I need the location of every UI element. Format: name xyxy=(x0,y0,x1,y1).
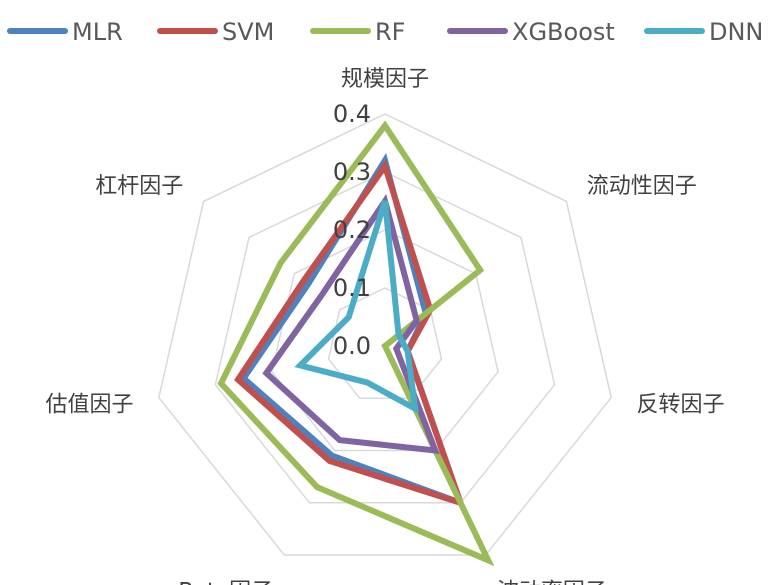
category-label: 反转因子 xyxy=(637,392,725,417)
series-line-xgboost xyxy=(262,193,440,455)
legend-item: DNN xyxy=(644,18,763,46)
grid-ring xyxy=(271,229,499,452)
category-label: 流动性因子 xyxy=(587,174,697,199)
series-line-rf xyxy=(217,120,495,567)
legend: MLR SVM RF XGBoost DNN xyxy=(7,18,763,46)
category-label: 波动率因子 xyxy=(497,579,607,585)
legend-label: DNN xyxy=(709,18,763,46)
series-line-dnn xyxy=(294,200,419,415)
grid-ring xyxy=(327,287,443,400)
grid-ring xyxy=(157,113,613,556)
category-label: 杠杆因子 xyxy=(95,174,183,199)
tick-label: 0.0 xyxy=(333,332,371,360)
legend-item: XGBoost xyxy=(447,18,615,46)
legend-label: XGBoost xyxy=(512,18,615,46)
tick-label: 0.3 xyxy=(333,158,371,186)
series-layer xyxy=(217,120,495,567)
radial-axis-ticks: 0.0 0.1 0.2 0.3 0.4 xyxy=(333,100,371,360)
legend-item: SVM xyxy=(157,18,274,46)
category-labels: 规模因子流动性因子反转因子波动率因子 Beta因子 估值因子 杠杆因子 xyxy=(45,67,724,585)
tick-label: 0.1 xyxy=(333,274,371,302)
grid-ring xyxy=(214,171,556,504)
tick-label: 0.2 xyxy=(333,216,371,244)
category-label: 估值因子 xyxy=(45,392,133,417)
category-label: 规模因子 xyxy=(341,67,429,92)
legend-label: MLR xyxy=(72,18,123,46)
legend-item: RF xyxy=(310,18,405,46)
category-label: Beta因子 xyxy=(178,579,273,585)
legend-label: RF xyxy=(375,18,405,46)
radar-grid xyxy=(157,113,613,556)
tick-label: 0.4 xyxy=(333,100,371,128)
legend-item: MLR xyxy=(7,18,123,46)
legend-label: SVM xyxy=(222,18,274,46)
